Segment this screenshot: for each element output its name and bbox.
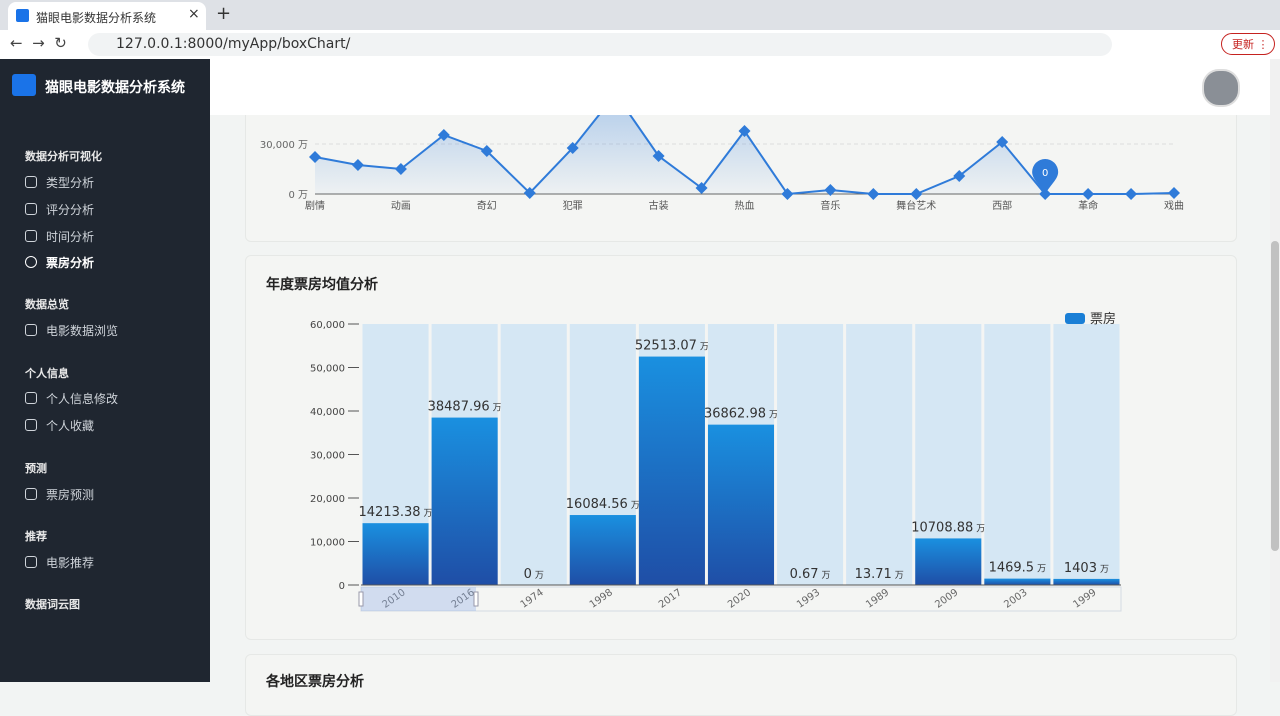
section-title: 数据词云图 <box>25 596 80 612</box>
update-label: 更新 <box>1232 38 1254 51</box>
url: 127.0.0.1:8000/myApp/boxChart/ <box>116 36 350 52</box>
sidebar: 猫眼电影数据分析系统 数据分析可视化 类型分析 评分分析 时间分析 票房分析 数… <box>0 59 210 682</box>
card-title: 各地区票房分析 <box>266 671 364 691</box>
section-title: 数据总览 <box>25 296 69 312</box>
section-title: 预测 <box>25 460 47 476</box>
section-title: 推荐 <box>25 528 47 544</box>
nav-label: 电影数据浏览 <box>46 324 118 338</box>
nav-label: 个人信息修改 <box>46 392 118 406</box>
nav-item[interactable]: 票房预测 <box>25 486 94 503</box>
nav-item-active[interactable]: 票房分析 <box>25 254 94 271</box>
nav-item[interactable]: 评分分析 <box>25 201 94 218</box>
nav-label: 时间分析 <box>46 230 94 244</box>
nav-item[interactable]: 类型分析 <box>25 174 94 191</box>
card: 年度票房均值分析 <box>245 255 1237 640</box>
section-title: 个人信息 <box>25 365 69 381</box>
card: 各地区票房分析 <box>245 654 1237 716</box>
page: 猫眼电影数据分析系统 × + ← → ↻ 127.0.0.1:8000/myAp… <box>0 0 1280 682</box>
url-field[interactable]: 127.0.0.1:8000/myApp/boxChart/ <box>88 33 1112 56</box>
logo <box>12 74 36 96</box>
nav-label: 类型分析 <box>46 176 94 190</box>
tab-bar: 猫眼电影数据分析系统 × + <box>0 0 1280 30</box>
scroll-thumb[interactable] <box>1271 241 1279 551</box>
card-title: 年度票房均值分析 <box>266 274 378 294</box>
nav-label: 电影推荐 <box>46 556 94 570</box>
address-bar: ← → ↻ 127.0.0.1:8000/myApp/boxChart/ 更新 … <box>0 30 1280 60</box>
tab-close[interactable]: × <box>188 6 200 22</box>
browser-tab[interactable]: 猫眼电影数据分析系统 × <box>8 2 206 30</box>
top-header <box>210 59 1270 115</box>
avatar[interactable] <box>1202 69 1240 107</box>
nav-buttons[interactable]: ← → ↻ <box>10 34 67 52</box>
favicon <box>16 9 29 22</box>
nav-item[interactable]: 电影数据浏览 <box>25 322 118 339</box>
nav-label: 票房分析 <box>46 256 94 270</box>
new-tab[interactable]: + <box>216 3 231 24</box>
section-title: 数据分析可视化 <box>25 148 102 164</box>
nav-item[interactable]: 个人信息修改 <box>25 390 118 407</box>
update-button[interactable]: 更新 ⋮ <box>1221 33 1275 55</box>
nav-item[interactable]: 个人收藏 <box>25 417 94 434</box>
nav-label: 评分分析 <box>46 203 94 217</box>
nav-label: 票房预测 <box>46 488 94 502</box>
nav-item[interactable]: 电影推荐 <box>25 554 94 571</box>
brand: 猫眼电影数据分析系统 <box>45 77 185 97</box>
nav-label: 个人收藏 <box>46 419 94 433</box>
scrollbar[interactable] <box>1270 59 1280 682</box>
nav-item[interactable]: 时间分析 <box>25 228 94 245</box>
tab-title: 猫眼电影数据分析系统 <box>36 9 156 26</box>
